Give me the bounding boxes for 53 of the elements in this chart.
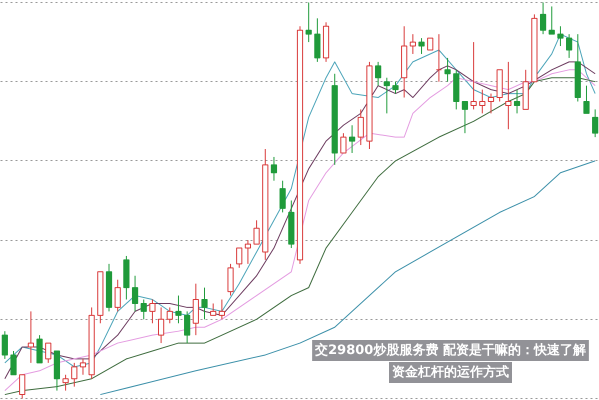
candlestick (36, 334, 43, 364)
candlestick (192, 283, 199, 336)
candlestick (358, 108, 364, 146)
candlestick (149, 299, 156, 324)
candlestick (436, 34, 442, 82)
candlestick (280, 180, 286, 213)
candlestick (427, 38, 434, 51)
candlestick (348, 124, 356, 154)
candlestick (505, 61, 512, 130)
candlestick (557, 26, 564, 47)
text: 交29800炒股服务费 配资是干嘛的：快速了解资金杠杆的运作方式 (314, 342, 586, 380)
candlestick (19, 374, 26, 400)
candlestick (201, 287, 208, 320)
candlestick (418, 38, 425, 54)
candlestick (71, 362, 78, 388)
candlestick (583, 85, 590, 114)
candlestick (227, 263, 234, 296)
candlestick (158, 306, 164, 344)
candlestick (244, 240, 252, 264)
candlestick (218, 299, 225, 320)
candlestick (114, 279, 121, 312)
candlestick (392, 81, 399, 94)
candlestick (166, 306, 173, 324)
candlestick (479, 89, 486, 114)
candlestick (270, 156, 278, 182)
candlestick (253, 220, 260, 245)
candlestick (210, 302, 216, 316)
candlestick (62, 374, 69, 392)
candlestick (410, 34, 416, 54)
candlestick (45, 342, 52, 364)
candlestick (384, 77, 390, 114)
candlestick (444, 57, 451, 82)
candlestick (566, 34, 572, 58)
candlestick (236, 248, 242, 268)
candlestick (80, 358, 86, 376)
candlestick (28, 310, 34, 364)
candlestick (462, 100, 468, 134)
candlestick (548, 6, 555, 35)
candlestick (514, 89, 520, 114)
candlestick (314, 18, 320, 62)
candlestick (592, 108, 598, 138)
candlestick (10, 350, 17, 376)
candlestick (488, 93, 494, 114)
candlestick (340, 132, 347, 154)
candlestick (375, 61, 382, 86)
candlestick (184, 310, 190, 344)
candlestick (306, 2, 312, 43)
candlestick (132, 275, 138, 312)
candlestick (470, 42, 477, 110)
candlestick (540, 2, 546, 35)
candlestick (175, 295, 182, 324)
candlestick (140, 299, 147, 320)
candlestick (2, 330, 8, 360)
